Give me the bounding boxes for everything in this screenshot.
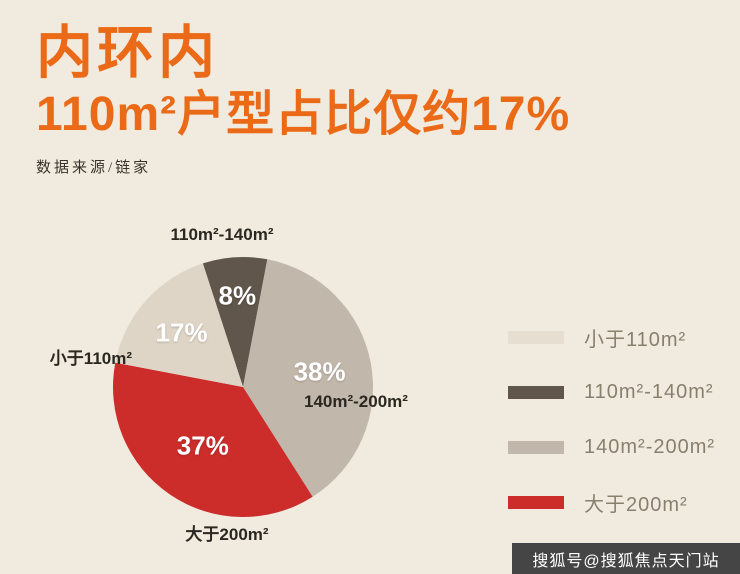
legend-swatch-110-140 xyxy=(508,385,564,399)
header: 内环内 110m²户型占比仅约17% 数据来源/链家 xyxy=(36,22,570,177)
pie-slice-3 xyxy=(115,263,243,387)
legend-label: 大于200m² xyxy=(584,493,688,516)
legend-swatch-gt200 xyxy=(508,495,564,509)
watermark-badge: 搜狐号@搜狐焦点天门站 xyxy=(512,543,740,574)
legend-label: 140m²-200m² xyxy=(584,435,716,458)
data-source-note: 数据来源/链家 xyxy=(36,159,152,176)
slice-label-110-140: 110m²-140m² xyxy=(170,225,274,244)
legend-label: 小于110m² xyxy=(584,328,687,351)
legend-row: 140m²-200m² xyxy=(508,436,715,458)
legend: 小于110m² 110m²-140m² 140m²-200m² 大于200m² xyxy=(508,326,715,546)
page-subtitle: 110m²户型占比仅约17% xyxy=(36,87,571,141)
pie-slice-0 xyxy=(202,257,268,387)
pie-chart: 8% 38% 37% 17% 110m²-140m² 140m²-200m² 大于20… xyxy=(0,212,740,574)
page-title: 内环内 xyxy=(36,21,219,85)
pie-slice-2 xyxy=(113,362,313,517)
legend-row: 110m²-140m² xyxy=(508,381,715,403)
pie-slice-1 xyxy=(243,259,373,497)
legend-label: 110m²-140m² xyxy=(584,380,714,403)
legend-swatch-140-200 xyxy=(508,440,564,454)
legend-row: 小于110m² xyxy=(508,326,715,351)
pie-svg xyxy=(113,257,373,517)
legend-row: 大于200m² xyxy=(508,491,715,516)
slice-label-lt110: 小于110m² xyxy=(49,349,132,368)
slice-label-140-200: 140m²-200m² xyxy=(304,392,408,411)
legend-swatch-lt110 xyxy=(508,330,564,344)
slice-label-gt200: 大于200m² xyxy=(185,525,269,544)
